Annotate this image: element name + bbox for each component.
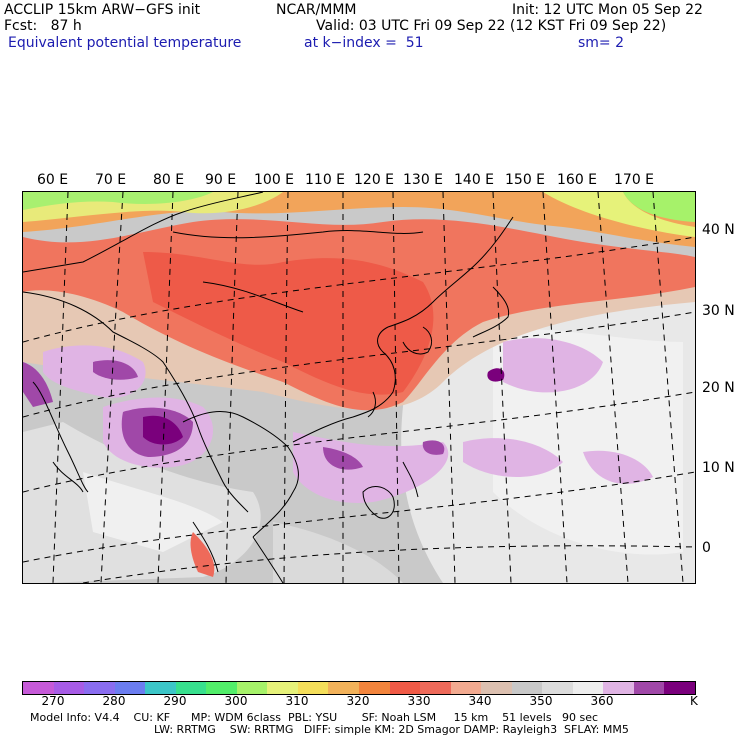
header-institution: NCAR/MMM	[276, 2, 357, 18]
colorbar-tick-label: 280	[102, 694, 126, 708]
header-init-time: Init: 12 UTC Mon 05 Sep 22	[512, 2, 703, 18]
colorbar-tick-label: 290	[163, 694, 187, 708]
colorbar-swatch	[389, 682, 421, 694]
colorbar-swatch	[450, 682, 482, 694]
header-level: at k−index = 51	[304, 35, 424, 51]
footer-physics-info: LW: RRTMG SW: RRTMG DIFF: simple KM: 2D …	[154, 723, 629, 736]
lon-label: 120 E	[354, 172, 395, 188]
lon-label: 160 E	[557, 172, 598, 188]
lat-label: 10 N	[702, 460, 735, 476]
colorbar-swatch	[53, 682, 85, 694]
colorbar-unit: K	[690, 694, 698, 708]
colorbar-swatch	[84, 682, 115, 694]
lon-label: 170 E	[614, 172, 655, 188]
colorbar-swatch	[23, 682, 54, 694]
colorbar-swatch	[664, 682, 696, 694]
header-smoothing: sm= 2	[578, 35, 625, 51]
colorbar-tick-label: 270	[41, 694, 65, 708]
lon-label: 80 E	[153, 172, 185, 188]
theta-e-field	[23, 192, 695, 583]
colorbar-swatch	[175, 682, 207, 694]
colorbar-swatch	[603, 682, 634, 694]
colorbar-tick-label: 300	[224, 694, 248, 708]
colorbar	[22, 681, 696, 695]
lon-label: 70 E	[95, 172, 127, 188]
colorbar-swatch	[359, 682, 390, 694]
colorbar-swatch	[481, 682, 512, 694]
colorbar-swatch	[420, 682, 451, 694]
colorbar-swatch	[542, 682, 573, 694]
colorbar-swatch	[114, 682, 146, 694]
colorbar-tick-label: 360	[590, 694, 614, 708]
footer-model-info: Model Info: V4.4 CU: KF MP: WDM 6class P…	[30, 711, 599, 724]
colorbar-tick-label: 320	[346, 694, 370, 708]
lon-label: 130 E	[403, 172, 444, 188]
lat-label: 0	[702, 540, 711, 556]
lat-label: 30 N	[702, 303, 735, 319]
colorbar-swatch	[267, 682, 298, 694]
lon-label: 140 E	[454, 172, 495, 188]
header-field-name: Equivalent potential temperature	[8, 35, 242, 51]
colorbar-tick-label: 330	[407, 694, 431, 708]
colorbar-swatch	[633, 682, 665, 694]
colorbar-tick-label: 310	[285, 694, 309, 708]
colorbar-swatch	[236, 682, 268, 694]
colorbar-swatch	[572, 682, 604, 694]
lon-label: 60 E	[37, 172, 69, 188]
colorbar-swatch	[297, 682, 329, 694]
header-model-title: ACCLIP 15km ARW−GFS init	[4, 2, 201, 18]
colorbar-swatch	[206, 682, 237, 694]
lon-label: 150 E	[505, 172, 546, 188]
lat-label: 20 N	[702, 380, 735, 396]
colorbar-tick-label: 340	[468, 694, 492, 708]
lat-label: 40 N	[702, 222, 735, 238]
colorbar-swatch	[328, 682, 360, 694]
header-valid-time: Valid: 03 UTC Fri 09 Sep 22 (12 KST Fri …	[316, 18, 667, 34]
map-panel	[22, 191, 696, 584]
lon-label: 90 E	[205, 172, 237, 188]
colorbar-swatch	[511, 682, 543, 694]
header-forecast-hour: Fcst: 87 h	[4, 18, 82, 34]
colorbar-swatch	[145, 682, 176, 694]
colorbar-tick-label: 350	[529, 694, 553, 708]
lon-label: 110 E	[305, 172, 346, 188]
lon-label: 100 E	[254, 172, 295, 188]
